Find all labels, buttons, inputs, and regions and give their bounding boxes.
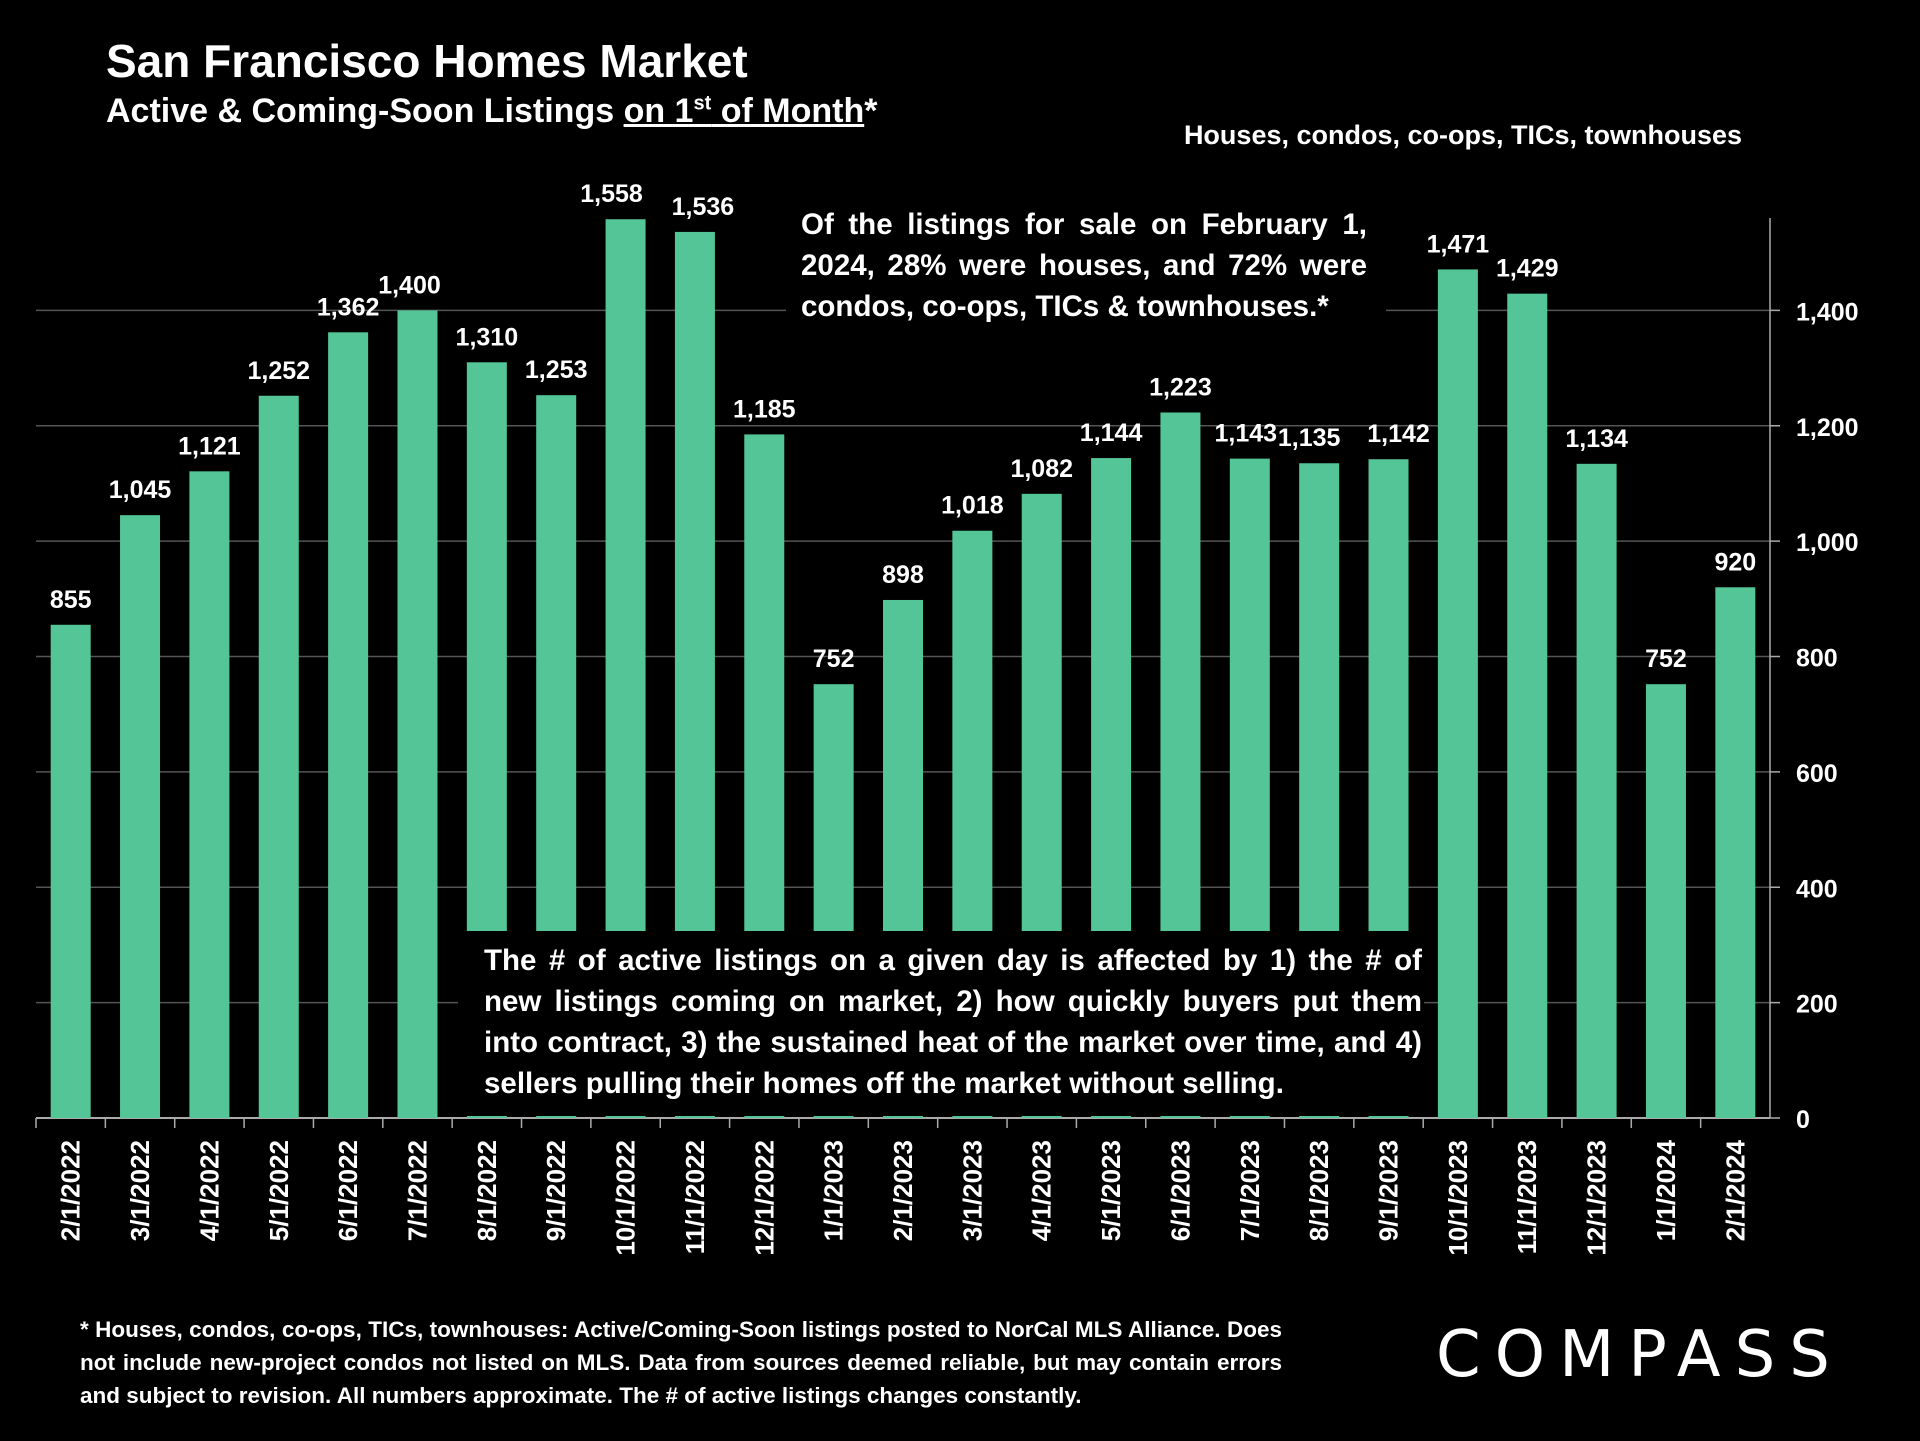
subtitle-suffix: * bbox=[864, 92, 878, 130]
x-tick-label: 4/1/2022 bbox=[194, 1140, 224, 1241]
bar bbox=[258, 395, 299, 1118]
data-label: 1,144 bbox=[1080, 419, 1143, 447]
bar bbox=[50, 624, 91, 1118]
y-tick-label: 1,400 bbox=[1796, 298, 1859, 326]
y-tick-label: 0 bbox=[1796, 1106, 1810, 1134]
data-label: 1,018 bbox=[941, 492, 1004, 520]
footnote: * Houses, condos, co-ops, TICs, townhous… bbox=[80, 1317, 1282, 1408]
x-tick-label: 1/1/2024 bbox=[1651, 1139, 1681, 1241]
bar bbox=[1507, 293, 1548, 1118]
data-label: 920 bbox=[1714, 548, 1756, 576]
data-label: 1,082 bbox=[1010, 455, 1073, 483]
data-label: 1,400 bbox=[378, 271, 441, 299]
x-tick-label: 12/1/2022 bbox=[749, 1140, 779, 1256]
x-tick-label: 1/1/2023 bbox=[819, 1140, 849, 1241]
bar bbox=[328, 332, 369, 1118]
data-label: 1,471 bbox=[1427, 230, 1490, 258]
property-types-note: Houses, condos, co-ops, TICs, townhouses bbox=[1183, 120, 1742, 150]
x-tick-label: 5/1/2023 bbox=[1096, 1140, 1126, 1241]
data-label: 898 bbox=[882, 561, 924, 589]
x-tick-label: 4/1/2023 bbox=[1027, 1140, 1057, 1241]
y-tick-label: 1,200 bbox=[1796, 414, 1859, 442]
x-tick-label: 6/1/2023 bbox=[1165, 1140, 1195, 1241]
data-label: 1,558 bbox=[580, 180, 643, 208]
annotation-bottom: The # of active listings on a given day … bbox=[484, 944, 1422, 1100]
data-label: 855 bbox=[50, 586, 92, 614]
x-tick-label: 9/1/2022 bbox=[541, 1140, 571, 1241]
annotation-backdrop bbox=[786, 196, 1386, 336]
x-tick-label: 8/1/2023 bbox=[1304, 1140, 1334, 1241]
x-tick-label: 10/1/2023 bbox=[1443, 1140, 1473, 1256]
data-label: 1,143 bbox=[1215, 420, 1278, 448]
data-label: 1,252 bbox=[247, 357, 310, 385]
data-label: 1,536 bbox=[672, 193, 735, 221]
y-tick-label: 1,000 bbox=[1796, 529, 1859, 557]
x-tick-label: 8/1/2022 bbox=[472, 1140, 502, 1241]
data-label: 1,134 bbox=[1565, 425, 1628, 453]
subtitle-prefix: Active & Coming-Soon Listings bbox=[106, 92, 624, 130]
data-label: 1,045 bbox=[109, 476, 172, 504]
subtitle-superscript: st bbox=[693, 92, 712, 115]
y-tick-label: 800 bbox=[1796, 645, 1838, 673]
data-label: 1,135 bbox=[1278, 424, 1341, 452]
bar bbox=[1576, 463, 1617, 1119]
compass-logo: COMPASS bbox=[1436, 1318, 1844, 1392]
y-tick-label: 600 bbox=[1796, 760, 1838, 788]
x-tick-label: 5/1/2022 bbox=[264, 1140, 294, 1241]
data-label: 1,185 bbox=[733, 395, 796, 423]
annotation-top: Of the listings for sale on February 1, … bbox=[801, 208, 1367, 323]
x-tick-label: 11/1/2023 bbox=[1512, 1140, 1542, 1254]
bar bbox=[120, 515, 161, 1118]
y-tick-label: 400 bbox=[1796, 875, 1838, 903]
x-tick-label: 2/1/2024 bbox=[1720, 1139, 1750, 1241]
data-label: 1,223 bbox=[1149, 373, 1212, 401]
data-label: 1,429 bbox=[1496, 255, 1559, 283]
data-label: 1,142 bbox=[1367, 420, 1430, 448]
chart-title: San Francisco Homes Market bbox=[106, 35, 748, 87]
data-label: 1,310 bbox=[456, 323, 519, 351]
annotation-backdrop bbox=[458, 931, 1424, 1116]
bar bbox=[1645, 684, 1686, 1118]
x-tick-label: 11/1/2022 bbox=[680, 1140, 710, 1254]
x-tick-label: 6/1/2022 bbox=[333, 1140, 363, 1241]
data-label: 1,362 bbox=[317, 293, 380, 321]
x-tick-label: 3/1/2023 bbox=[957, 1140, 987, 1241]
bar bbox=[397, 310, 438, 1118]
subtitle-underlined-a: on 1 bbox=[623, 92, 694, 130]
data-label: 1,121 bbox=[178, 432, 241, 460]
x-tick-label: 10/1/2022 bbox=[611, 1140, 641, 1256]
chart-subtitle: Active & Coming-Soon Listings on 1st of … bbox=[106, 92, 877, 131]
x-tick-label: 9/1/2023 bbox=[1374, 1140, 1404, 1241]
x-tick-label: 2/1/2022 bbox=[56, 1140, 86, 1241]
x-tick-label: 7/1/2022 bbox=[402, 1140, 432, 1241]
x-tick-label: 7/1/2023 bbox=[1235, 1140, 1265, 1241]
bar bbox=[189, 471, 230, 1118]
subtitle-underline: on 1st of Month bbox=[624, 92, 865, 130]
x-tick-label: 2/1/2023 bbox=[888, 1140, 918, 1241]
bar bbox=[1715, 587, 1756, 1118]
subtitle-underlined-b: of Month bbox=[711, 92, 865, 130]
bar bbox=[1437, 269, 1478, 1118]
data-label: 1,253 bbox=[525, 356, 588, 384]
x-tick-label: 3/1/2022 bbox=[125, 1140, 155, 1241]
data-label: 752 bbox=[813, 645, 855, 673]
x-tick-label: 12/1/2023 bbox=[1582, 1140, 1612, 1256]
data-label: 752 bbox=[1645, 645, 1687, 673]
y-tick-label: 200 bbox=[1796, 991, 1838, 1019]
